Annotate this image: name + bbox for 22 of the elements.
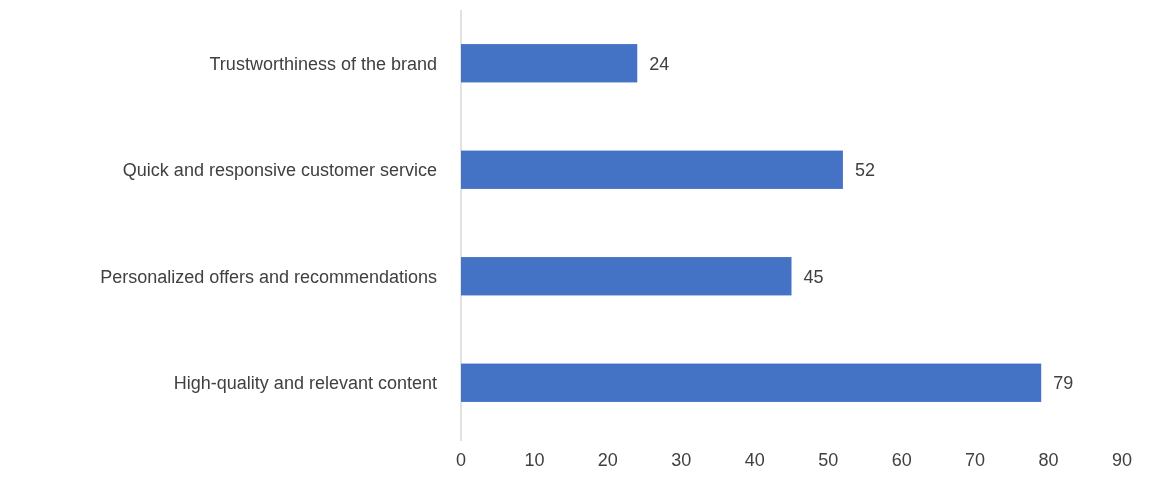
y-tick-label: Personalized offers and recommendations <box>100 266 437 287</box>
x-tick-label: 80 <box>1038 450 1059 470</box>
data-label: 52 <box>854 160 875 181</box>
x-tick-label: 50 <box>818 450 839 470</box>
y-tick-label: Quick and responsive customer service <box>122 160 437 181</box>
x-tick-label: 20 <box>597 450 618 470</box>
bar <box>461 257 792 296</box>
y-tick-label: Trustworthiness of the brand <box>209 53 437 74</box>
bar <box>461 44 638 83</box>
x-tick-label: 10 <box>524 450 545 470</box>
x-tick-label: 30 <box>671 450 692 470</box>
data-label: 79 <box>1053 373 1074 394</box>
x-tick-label: 90 <box>1111 450 1133 470</box>
data-label: 45 <box>803 266 824 287</box>
bar <box>461 150 843 189</box>
y-tick-label: High-quality and relevant content <box>173 373 437 394</box>
data-label: 24 <box>649 53 670 74</box>
x-tick-label: 0 <box>455 450 467 470</box>
x-tick-label: 60 <box>891 450 912 470</box>
x-tick-label: 70 <box>965 450 986 470</box>
bar <box>461 363 1042 402</box>
x-tick-label: 40 <box>744 450 765 470</box>
